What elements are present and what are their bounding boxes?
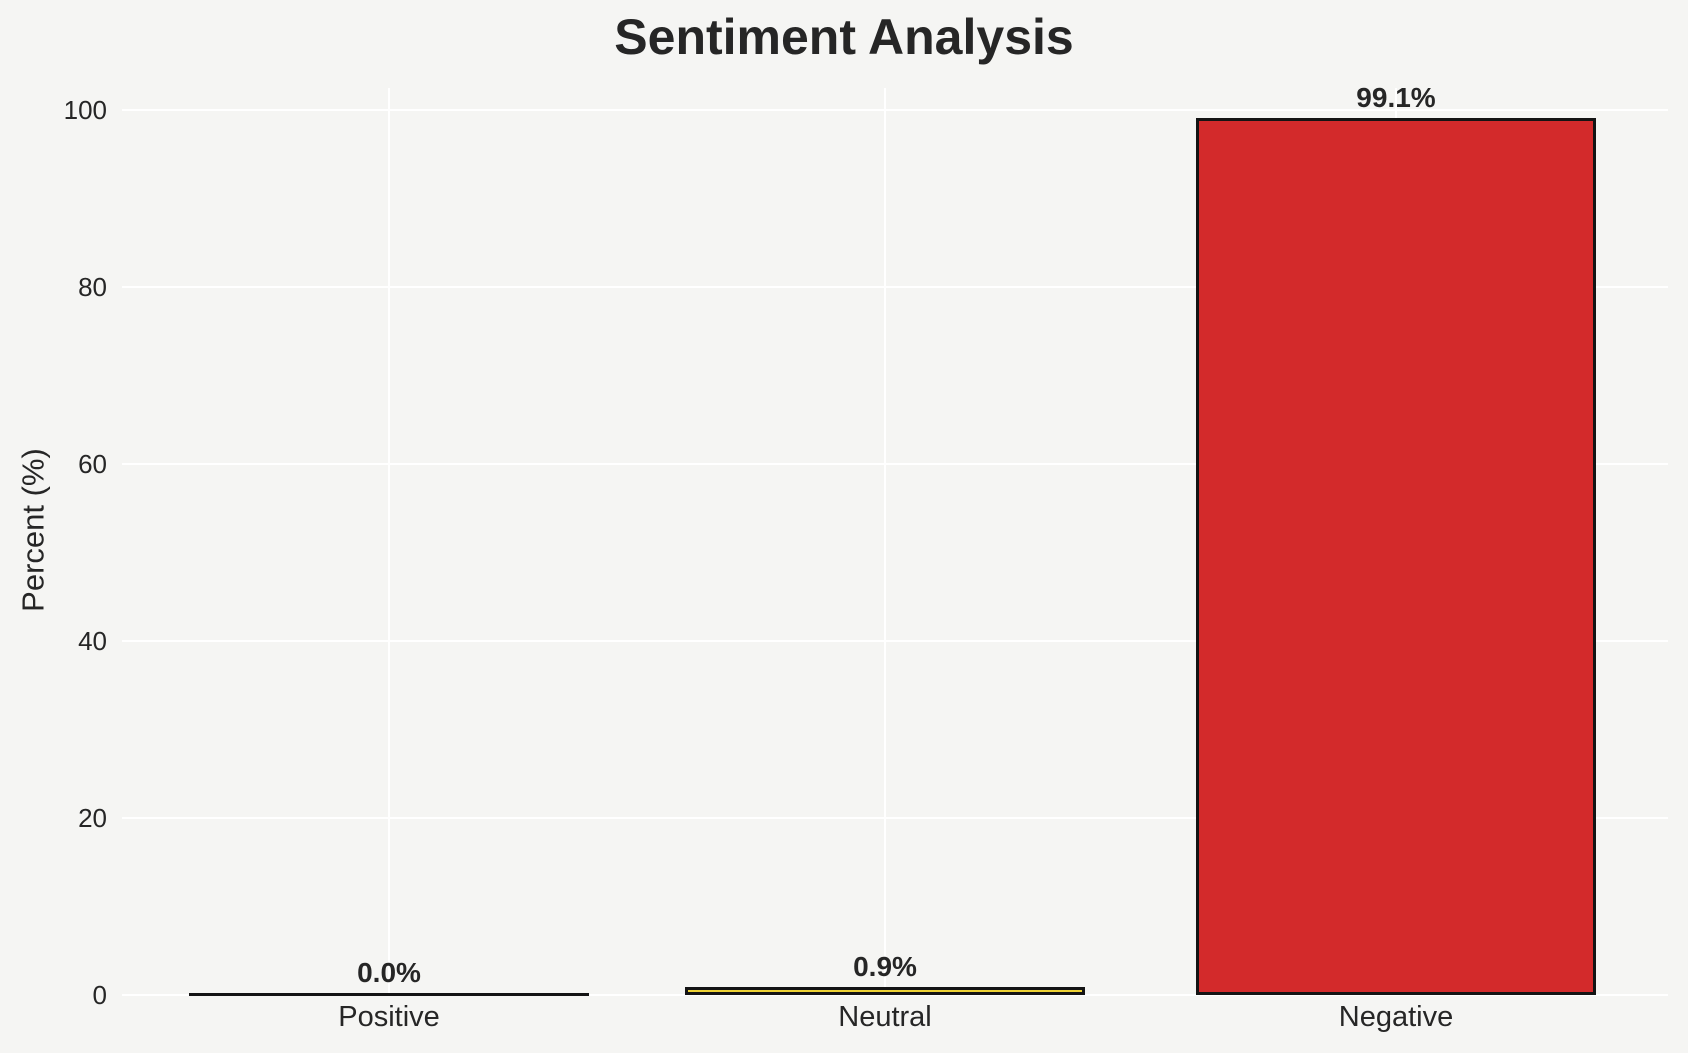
h-gridline — [122, 994, 1668, 996]
x-tick-label-neutral: Neutral — [838, 1001, 932, 1033]
bar-value-label-positive: 0.0% — [357, 957, 421, 988]
y-tick-label: 60 — [78, 449, 107, 479]
h-gridline — [122, 463, 1668, 465]
h-gridline — [122, 109, 1668, 111]
bar-negative — [1196, 117, 1596, 995]
bar-value-label-neutral: 0.9% — [853, 951, 917, 983]
h-gridline — [122, 640, 1668, 642]
y-tick-label: 20 — [78, 803, 107, 833]
bar-positive — [189, 993, 589, 996]
x-tick-label-positive: Positive — [338, 1001, 440, 1033]
h-gridline — [122, 286, 1668, 288]
y-tick-label: 0 — [92, 980, 107, 1010]
h-gridline — [122, 817, 1668, 819]
bar-neutral — [685, 987, 1085, 995]
y-tick-label: 100 — [63, 95, 107, 125]
y-tick-label: 80 — [78, 272, 107, 302]
v-gridline — [388, 88, 390, 995]
chart-title: Sentiment Analysis — [614, 9, 1074, 65]
bar-value-label-negative: 99.1% — [1356, 81, 1436, 113]
v-gridline — [884, 88, 886, 995]
y-tick-label: 40 — [78, 626, 107, 656]
x-tick-label-negative: Negative — [1338, 1001, 1454, 1033]
